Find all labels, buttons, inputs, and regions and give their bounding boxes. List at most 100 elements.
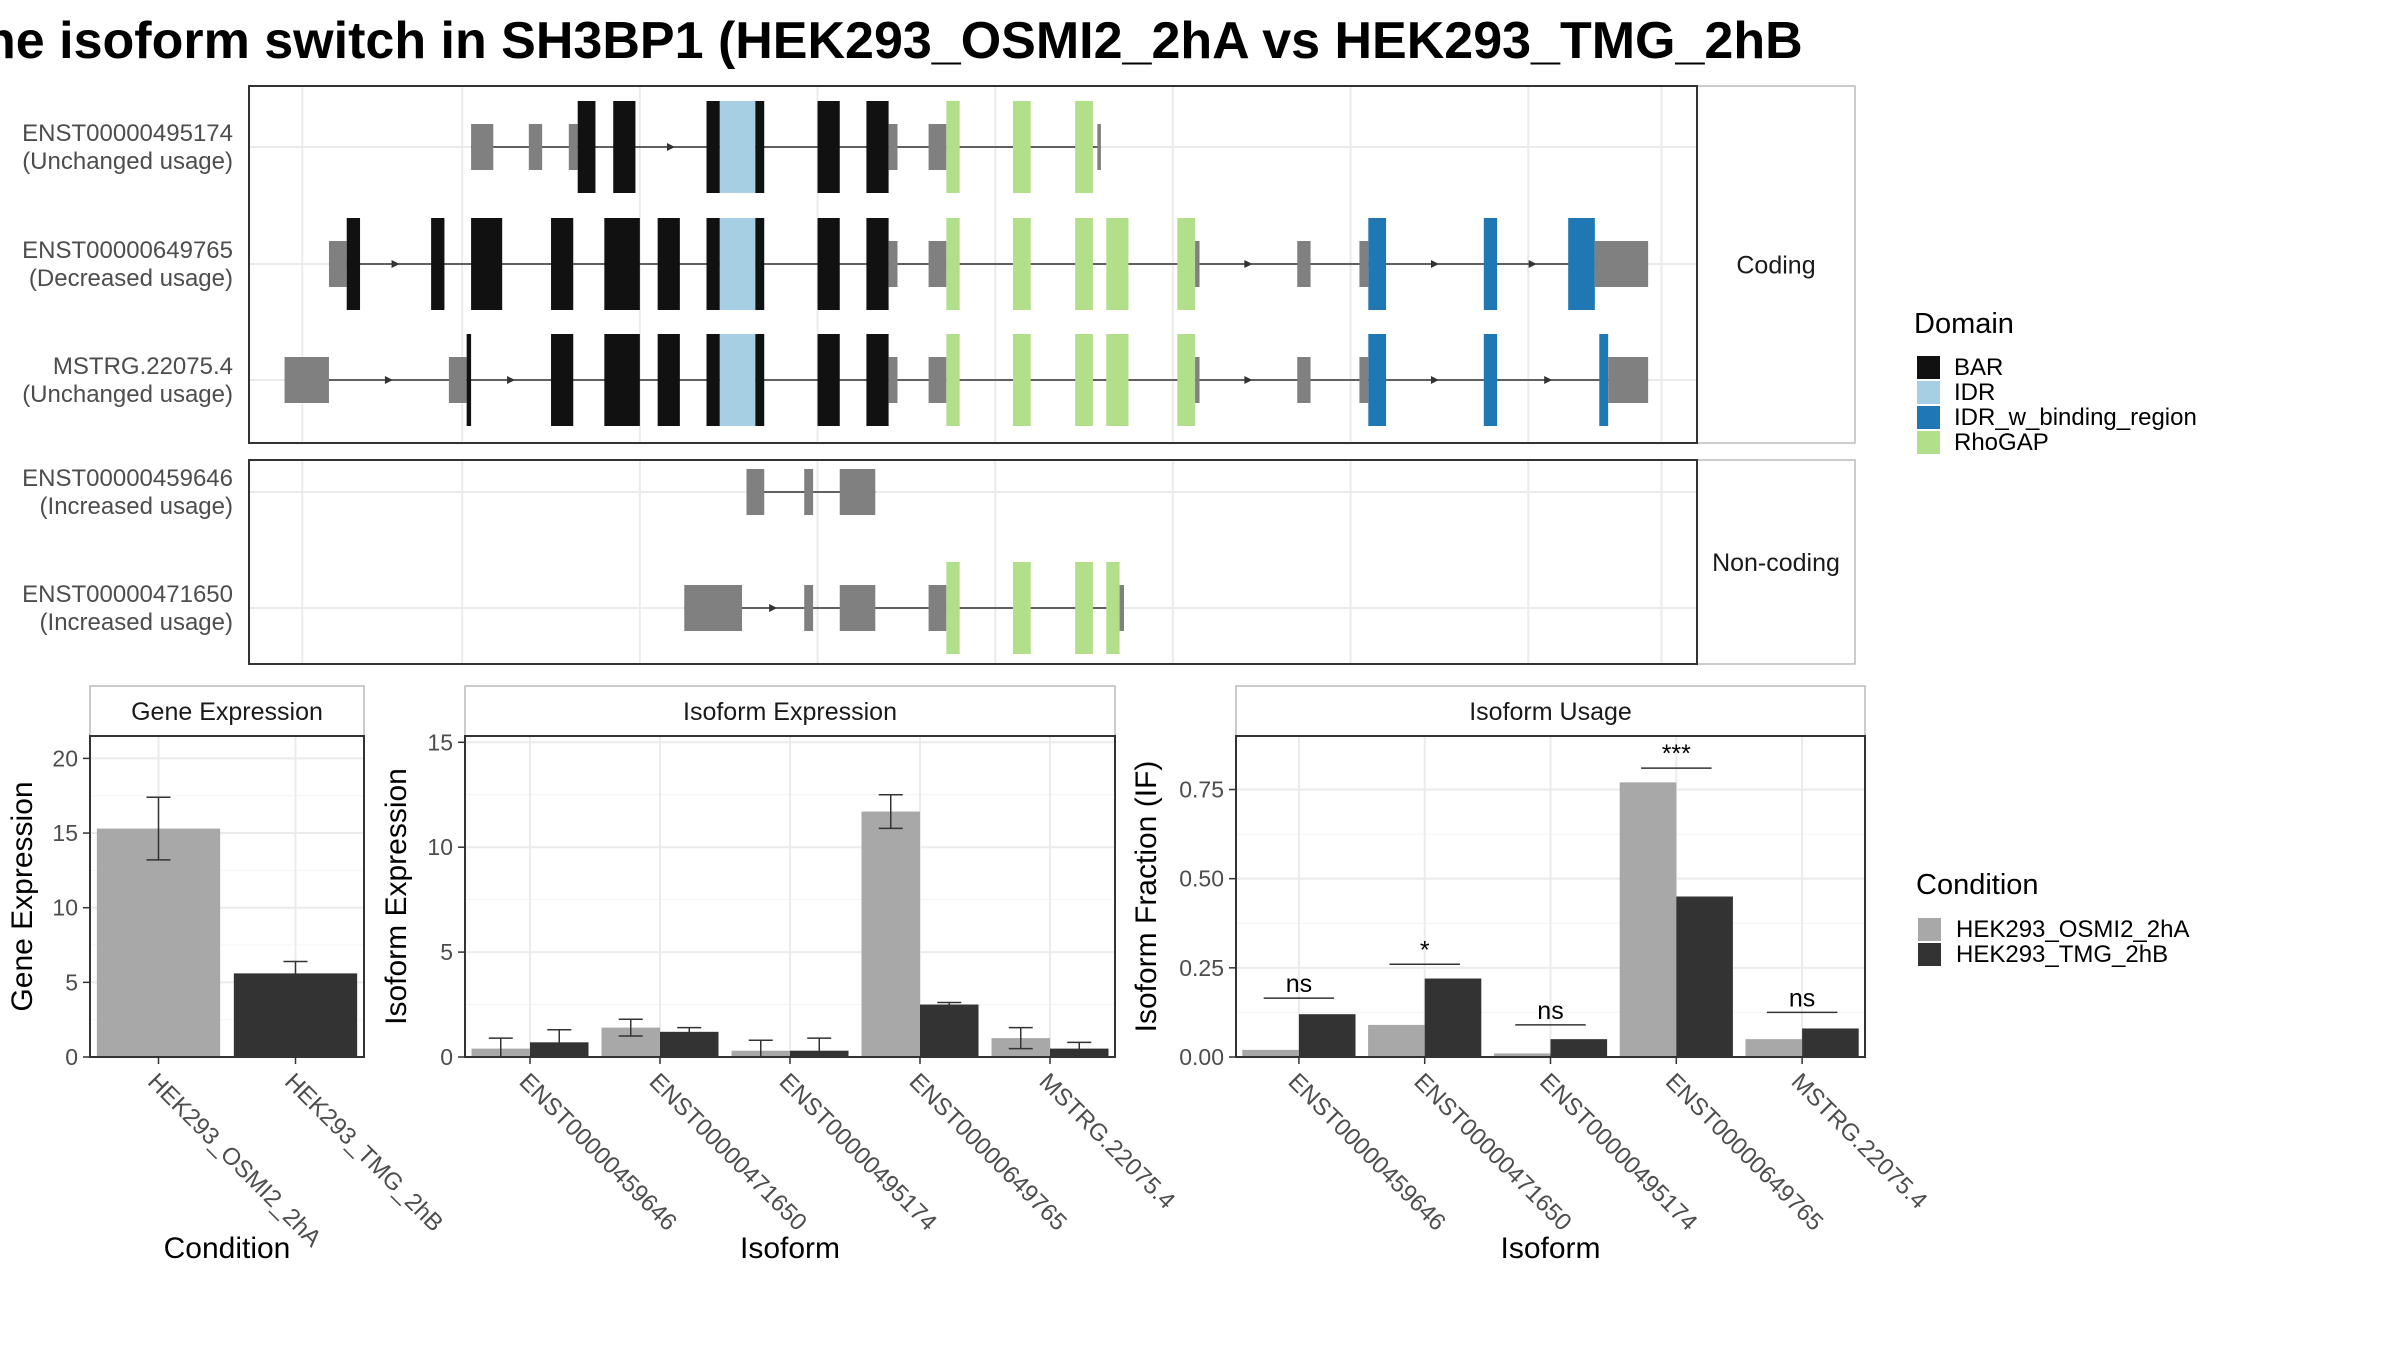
direction-arrow xyxy=(1244,260,1253,268)
domain-exon-bar xyxy=(613,101,636,193)
strip-box xyxy=(89,685,365,737)
panel-border xyxy=(248,85,1698,444)
utr-exon xyxy=(1594,241,1649,287)
domain-exon-idr xyxy=(719,334,756,426)
utr-exon xyxy=(804,585,814,631)
utr-exon xyxy=(471,124,494,170)
domain-exon-bar xyxy=(866,101,889,193)
y-tick-label: 10 xyxy=(427,834,453,860)
domain-exon-rhogap xyxy=(1177,218,1196,310)
strip-box xyxy=(1696,85,1856,444)
utr-exon xyxy=(568,124,578,170)
legend-key xyxy=(1917,381,1940,404)
bar xyxy=(233,973,358,1057)
bar xyxy=(1298,1014,1356,1057)
utr-exon xyxy=(1195,357,1200,403)
bar xyxy=(1242,1049,1299,1057)
domain-exon-bar xyxy=(706,218,720,310)
domain-exon-bar xyxy=(471,218,503,310)
domain-exon-bar xyxy=(755,218,765,310)
bar xyxy=(1745,1039,1803,1057)
domain-exon-idr xyxy=(719,101,756,193)
legend-label: HEK293_OSMI2_2hA xyxy=(1956,916,2189,943)
y-tick-label: 0.75 xyxy=(1179,777,1224,803)
figure-title: he isoform switch in SH3BP1 (HEK293_OSMI… xyxy=(0,12,1803,70)
legend-key xyxy=(1918,943,1941,966)
legend-label: IDR_w_binding_region xyxy=(1954,404,2197,431)
domain-exon-rhogap xyxy=(1106,562,1120,654)
domain-exon-rhogap xyxy=(1177,334,1196,426)
domain-exon-rhogap xyxy=(1075,334,1093,426)
transcript-id-label: ENST00000649765 xyxy=(22,237,233,264)
domain-exon-idr_w_binding_region xyxy=(1599,334,1609,426)
domain-exon-rhogap xyxy=(1075,101,1093,193)
domain-exon-rhogap xyxy=(946,334,960,426)
direction-arrow xyxy=(384,376,393,384)
significance-label: * xyxy=(1420,936,1430,964)
bar xyxy=(920,1004,979,1057)
domain-exon-bar xyxy=(604,334,640,426)
strip-box xyxy=(1235,685,1866,737)
utr-exon xyxy=(284,357,329,403)
domain-exon-bar xyxy=(817,101,840,193)
domain-exon-rhogap xyxy=(1012,101,1031,193)
domain-exon-bar xyxy=(706,101,720,193)
domain-exon-bar xyxy=(551,218,574,310)
direction-arrow xyxy=(769,604,778,612)
x-tick-label: MSTRG.22075.4 xyxy=(1034,1068,1180,1214)
utr-exon xyxy=(928,357,947,403)
bar xyxy=(1802,1028,1859,1057)
utr-exon xyxy=(1297,241,1311,287)
domain-exon-rhogap xyxy=(1075,562,1093,654)
y-axis-title: Isoform Expression xyxy=(380,768,413,1025)
utr-exon xyxy=(1359,241,1369,287)
panel-border xyxy=(248,459,1698,665)
coding-strip-label: Coding xyxy=(1736,252,1815,280)
domain-exon-idr_w_binding_region xyxy=(1368,334,1387,426)
y-axis-title: Gene Expression xyxy=(6,781,39,1011)
direction-arrow xyxy=(1430,376,1439,384)
domain-exon-bar xyxy=(866,334,889,426)
domain-exon-bar xyxy=(706,334,720,426)
isoform-expression-chart: Isoform Expression051015ENST00000459646E… xyxy=(380,685,1180,1265)
transcript-usage-label: (Unchanged usage) xyxy=(22,381,233,408)
domain-exon-bar xyxy=(817,334,840,426)
y-tick-label: 15 xyxy=(52,820,78,846)
x-axis-title: Isoform xyxy=(740,1232,840,1265)
direction-arrow xyxy=(1528,260,1537,268)
utr-exon xyxy=(328,241,347,287)
transcript-id-label: MSTRG.22075.4 xyxy=(53,353,233,380)
chart-title: Isoform Expression xyxy=(683,698,897,726)
domain-exon-bar xyxy=(657,334,680,426)
legend-label: IDR xyxy=(1954,379,1995,406)
domain-exon-idr_w_binding_region xyxy=(1483,218,1498,310)
y-axis-title: Isoform Fraction (IF) xyxy=(1130,761,1163,1033)
utr-exon xyxy=(1608,357,1649,403)
legend-key xyxy=(1917,406,1940,429)
plot-border xyxy=(89,735,365,1058)
domain-exon-rhogap xyxy=(946,562,960,654)
domain-exon-rhogap xyxy=(1106,218,1129,310)
isoform-usage-chart: Isoform Usagens*ns***ns0.000.250.500.75E… xyxy=(1130,685,1932,1265)
utr-exon xyxy=(1297,357,1311,403)
x-axis-title: Condition xyxy=(164,1232,291,1265)
transcript-usage-label: (Increased usage) xyxy=(40,493,233,520)
x-tick-label: MSTRG.22075.4 xyxy=(1786,1068,1932,1214)
transcript-id-label: ENST00000459646 xyxy=(22,465,233,492)
utr-exon xyxy=(684,585,743,631)
y-tick-label: 0.00 xyxy=(1179,1044,1224,1070)
strip-box xyxy=(1696,459,1856,665)
domain-exon-idr_w_binding_region xyxy=(1568,218,1595,310)
bar xyxy=(1424,978,1482,1057)
domain-exon-bar xyxy=(604,218,640,310)
utr-exon xyxy=(1097,124,1101,170)
domain-exon-bar xyxy=(866,218,889,310)
utr-exon xyxy=(746,469,765,515)
significance-label: ns xyxy=(1286,970,1312,998)
direction-arrow xyxy=(507,376,516,384)
noncoding-strip-label: Non-coding xyxy=(1712,549,1840,577)
domain-exon-rhogap xyxy=(1012,562,1031,654)
significance-label: ns xyxy=(1789,984,1815,1012)
